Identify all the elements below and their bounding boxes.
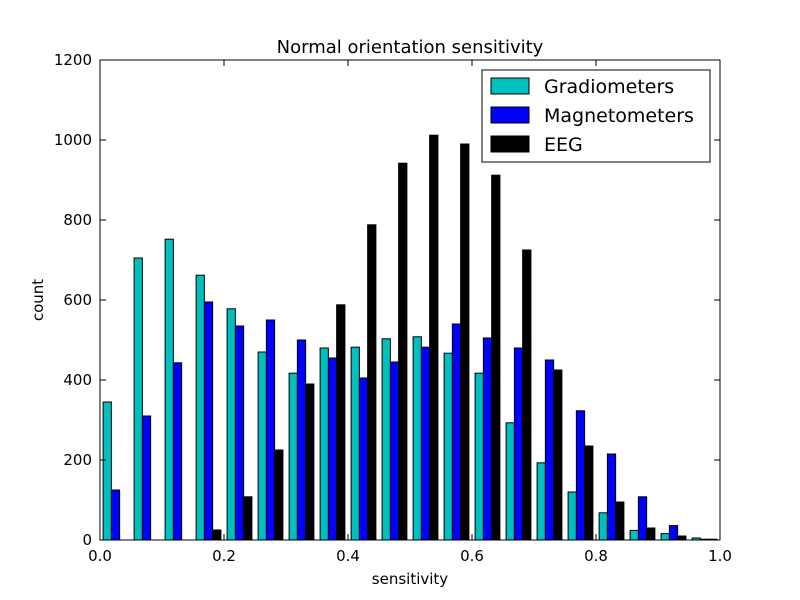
bar-gradiometers-4 (226, 308, 236, 541)
bar-magnetometers-11 (451, 323, 462, 541)
bar-eeg-9 (398, 162, 408, 541)
x-tick-label: 0.6 (460, 547, 484, 565)
bar-gradiometers-3 (195, 274, 205, 541)
bar-magnetometers-4 (234, 325, 245, 541)
bar-gradiometers-11 (443, 352, 453, 541)
bar-gradiometers-8 (350, 346, 360, 541)
bar-magnetometers-1 (141, 415, 152, 541)
bar-gradiometers-13 (505, 422, 515, 541)
bar-magnetometers-0 (110, 489, 121, 541)
bar-eeg-10 (429, 134, 439, 541)
bar-eeg-11 (460, 143, 470, 541)
bar-gradiometers-0 (102, 401, 112, 541)
bar-gradiometers-10 (412, 336, 422, 541)
x-tick-label: 0.4 (336, 547, 360, 565)
y-tick-label: 1000 (54, 131, 92, 149)
y-tick-label: 600 (63, 291, 92, 309)
x-tick-label: 1.0 (708, 547, 732, 565)
y-tick-label: 1200 (54, 51, 92, 69)
bar-gradiometers-12 (474, 372, 484, 541)
y-axis-label: count (29, 279, 47, 321)
y-axis: 0 200 400 600 800 1000 1200 (54, 51, 720, 549)
bar-gradiometers-15 (567, 491, 577, 541)
legend-swatch-eeg (490, 135, 530, 153)
bar-magnetometers-3 (203, 301, 214, 541)
legend-label-gradiometers: Gradiometers (544, 76, 674, 98)
bar-gradiometers-2 (164, 238, 174, 541)
bar-eeg-6 (305, 383, 315, 541)
bar-magnetometers-8 (358, 377, 369, 541)
legend: Gradiometers Magnetometers EEG (481, 69, 711, 163)
legend-swatch-gradiometers (490, 77, 530, 95)
bar-magnetometers-2 (172, 362, 183, 541)
bar-eeg-16 (615, 501, 625, 541)
bars-group (102, 134, 718, 541)
x-axis-label: sensitivity (372, 570, 449, 588)
legend-label-magnetometers: Magnetometers (544, 105, 694, 127)
bar-eeg-15 (584, 445, 594, 541)
x-tick-label: 0.0 (88, 547, 112, 565)
bar-gradiometers-6 (288, 372, 298, 541)
legend-label-eeg: EEG (544, 134, 583, 156)
bar-eeg-17 (646, 527, 656, 541)
bar-gradiometers-5 (257, 351, 267, 541)
bar-gradiometers-18 (660, 533, 670, 541)
bar-magnetometers-15 (575, 410, 586, 541)
y-tick-label: 200 (63, 451, 92, 469)
bar-eeg-3 (212, 529, 222, 541)
bar-gradiometers-7 (319, 347, 329, 541)
bar-magnetometers-6 (296, 339, 307, 541)
bar-eeg-4 (243, 496, 253, 541)
bar-magnetometers-10 (420, 346, 431, 541)
y-tick-label: 800 (63, 211, 92, 229)
bar-eeg-8 (367, 224, 377, 541)
bar-gradiometers-14 (536, 462, 546, 541)
bar-gradiometers-9 (381, 338, 391, 541)
bar-gradiometers-17 (629, 529, 639, 541)
y-tick-label: 400 (63, 371, 92, 389)
y-tick-label: 0 (82, 531, 92, 549)
bar-magnetometers-17 (637, 496, 648, 541)
bar-magnetometers-16 (606, 453, 617, 541)
bar-eeg-13 (522, 249, 532, 541)
bar-magnetometers-12 (482, 337, 493, 541)
bar-magnetometers-14 (544, 359, 555, 541)
bar-eeg-7 (336, 304, 346, 541)
bar-magnetometers-18 (668, 525, 679, 541)
legend-swatch-magnetometers (490, 106, 530, 124)
bar-gradiometers-16 (598, 512, 608, 541)
bar-magnetometers-13 (513, 347, 524, 541)
x-axis: 0.0 0.2 0.4 0.6 0.8 1.0 (88, 60, 732, 565)
x-tick-label: 0.2 (212, 547, 236, 565)
bar-eeg-14 (553, 369, 563, 541)
bar-magnetometers-5 (265, 319, 276, 541)
bar-eeg-12 (491, 174, 501, 541)
bar-magnetometers-9 (389, 361, 400, 541)
bar-gradiometers-1 (133, 257, 143, 541)
x-tick-label: 0.8 (584, 547, 608, 565)
chart-title: Normal orientation sensitivity (277, 37, 544, 58)
bar-magnetometers-7 (327, 357, 338, 541)
bar-eeg-5 (274, 449, 284, 541)
bar-eeg-18 (677, 535, 687, 541)
